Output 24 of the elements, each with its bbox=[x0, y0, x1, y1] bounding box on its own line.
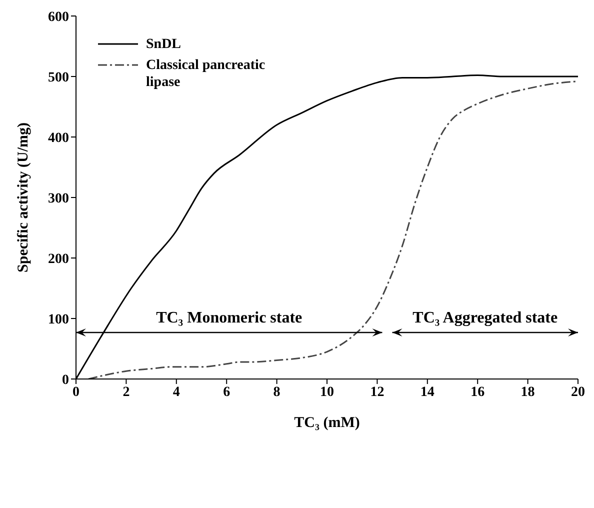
x-tick-label: 8 bbox=[273, 384, 280, 400]
y-tick-label: 600 bbox=[48, 10, 69, 25]
y-tick-label: 100 bbox=[48, 312, 69, 328]
x-tick-label: 2 bbox=[122, 384, 130, 400]
x-tick-label: 20 bbox=[571, 384, 585, 400]
y-tick-label: 200 bbox=[48, 252, 69, 267]
x-tick-label: 0 bbox=[72, 384, 80, 400]
x-tick-label: 6 bbox=[223, 384, 230, 400]
y-tick-label: 500 bbox=[48, 70, 69, 86]
annotation: TC₃ Aggregated state bbox=[412, 310, 558, 326]
y-tick-label: 400 bbox=[48, 130, 69, 146]
x-tick-label: 14 bbox=[420, 384, 434, 400]
x-tick-label: 16 bbox=[470, 384, 485, 400]
x-tick-label: 12 bbox=[370, 384, 384, 400]
annotation: TC₃ Monomeric state bbox=[156, 310, 302, 326]
legend-label: SnDL bbox=[146, 36, 182, 53]
x-tick-label: 18 bbox=[520, 384, 535, 400]
y-axis-title: Specific activity (U/mg) bbox=[15, 122, 32, 272]
y-tick-label: 300 bbox=[48, 191, 69, 206]
legend-label: Classical pancreatic lipase bbox=[146, 57, 266, 91]
x-axis-title: TC₃ (mM) bbox=[294, 415, 360, 431]
x-tick-label: 10 bbox=[320, 384, 334, 400]
x-tick-label: 4 bbox=[172, 384, 180, 400]
y-tick-label: 0 bbox=[62, 372, 69, 388]
